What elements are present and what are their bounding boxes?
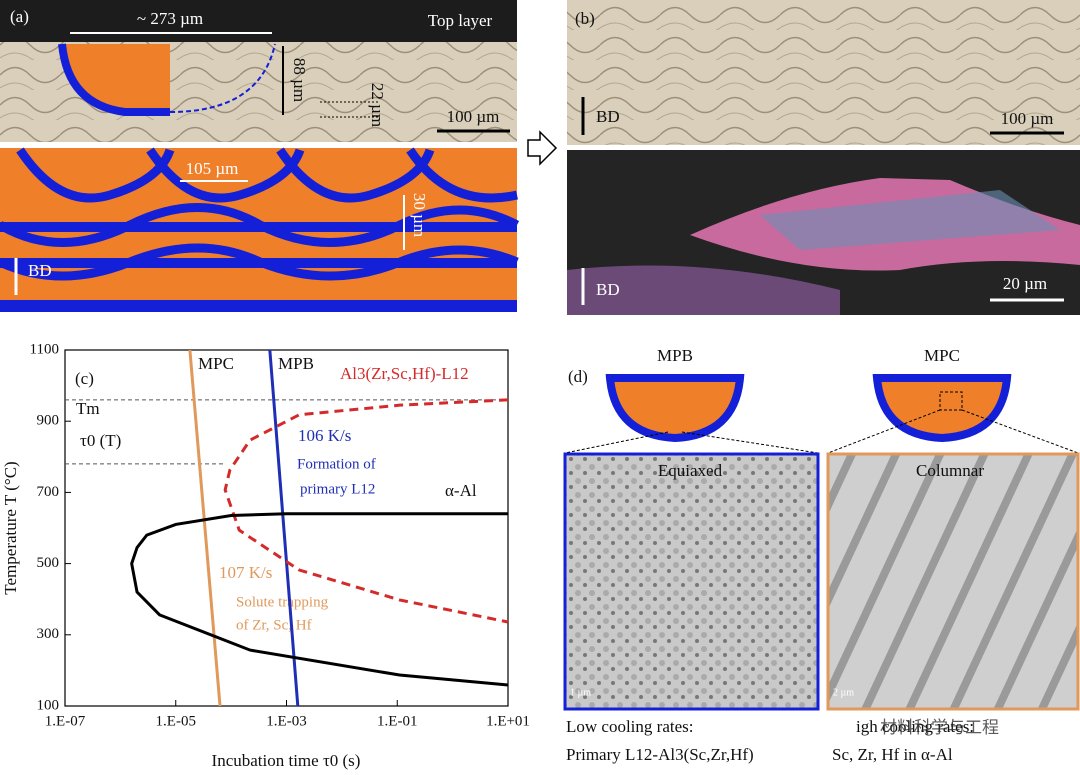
y-tick-label: 900 [37, 413, 60, 429]
melt-pool [872, 374, 1012, 443]
x-tick-label: 1.E-03 [266, 713, 306, 729]
panel-d: (d) MPB MPC Equiaxed Columnar 1 µm 2 µm … [563, 346, 1080, 764]
panel-b: (b) BD 100 µm BD 20 µm [567, 0, 1080, 315]
label: 22 µm [368, 83, 387, 127]
y-tick-label: 100 [37, 697, 60, 713]
label: Columnar [916, 461, 984, 480]
caption: Primary L12-Al3(Sc,Zr,Hf) [566, 745, 754, 764]
x-tick-label: 1.E+01 [486, 713, 530, 729]
panel-label: (b) [575, 9, 595, 28]
panel-a: (a) ~ 273 µm Top layer 88 µm 22 µm 100 µ… [0, 0, 517, 142]
series-label: MPB [278, 354, 314, 373]
annotation: 107 K/s [219, 563, 272, 582]
x-axis-label: Incubation time τ0 (s) [212, 751, 361, 770]
arrow-icon [527, 130, 558, 166]
melt-pool [605, 374, 745, 443]
label: 88 µm [290, 58, 309, 102]
scale-label: 2 µm [833, 687, 854, 698]
x-tick-label: 1.E-01 [377, 713, 417, 729]
label: 100 µm [447, 107, 500, 126]
panel-label: (d) [568, 367, 588, 386]
label: Top layer [428, 11, 493, 30]
series-label: MPC [198, 354, 234, 373]
label: BD [596, 107, 620, 126]
label: 105 µm [186, 159, 239, 178]
panel-label: (a) [10, 7, 29, 26]
series-line [223, 398, 509, 624]
label: MPC [924, 346, 960, 365]
label: MPB [657, 346, 693, 365]
caption: igh cooling rates: [856, 717, 974, 736]
annotation: Tm [76, 399, 100, 418]
x-tick-label: 1.E-07 [45, 713, 86, 729]
y-tick-label: 700 [37, 484, 60, 500]
annotation: τ0 (T) [80, 431, 121, 450]
tem-image [563, 452, 820, 711]
series-line [268, 349, 300, 707]
y-tick-label: 500 [37, 555, 60, 571]
tem-image [826, 452, 1080, 711]
label: ~ 273 µm [137, 9, 203, 28]
top-region [0, 0, 517, 42]
scale-label: 1 µm [570, 687, 591, 698]
watermark: 材料科学与工程 [880, 718, 999, 738]
series-line [130, 512, 509, 687]
y-tick-label: 300 [37, 626, 60, 642]
annotation: Formation of [297, 456, 376, 472]
y-axis-label: Temperature T (°C) [1, 461, 20, 594]
micrograph [567, 0, 1080, 145]
series-line [188, 349, 222, 707]
series-label: Al3(Zr,Sc,Hf)-L12 [340, 364, 469, 383]
melt-pool-boundary [58, 43, 170, 116]
y-tick-label: 1100 [30, 341, 59, 357]
label: Equiaxed [658, 461, 723, 480]
annotation: of Zr, Sc, Hf [236, 617, 312, 633]
label: BD [596, 280, 620, 299]
caption: Sc, Zr, Hf in α-Al [832, 745, 953, 764]
label: 100 µm [1001, 109, 1054, 128]
caption: Low cooling rates: [566, 717, 693, 736]
panel-c: Temperature T (°C) Incubation time τ0 (s… [1, 341, 530, 769]
label: 30 µm [410, 193, 429, 237]
series-label: α-Al [445, 481, 477, 500]
label: 20 µm [1003, 274, 1047, 293]
panel-label: (c) [75, 369, 94, 388]
label: BD [28, 261, 52, 280]
annotation: Solute trapping [236, 594, 329, 610]
dashed-boundary [169, 43, 276, 113]
x-tick-label: 1.E-05 [156, 713, 196, 729]
schematic: 105 µm 30 µm BD [0, 147, 520, 312]
annotation: primary L12 [300, 481, 375, 497]
annotation: 106 K/s [298, 426, 351, 445]
